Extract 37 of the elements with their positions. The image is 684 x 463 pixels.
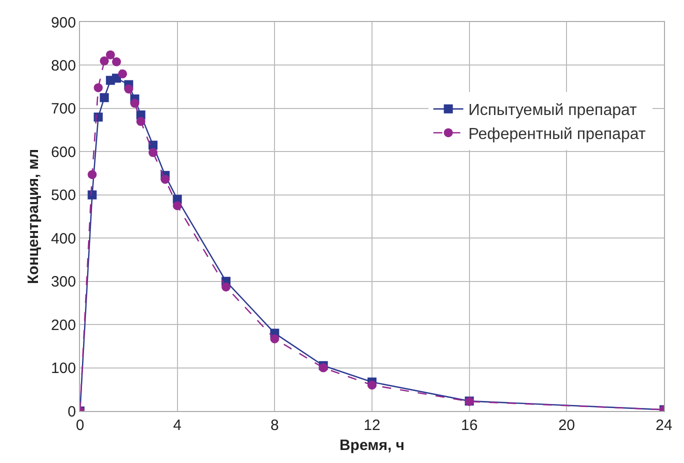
point bbox=[100, 56, 109, 66]
y-tick-label: 400 bbox=[50, 230, 76, 248]
point bbox=[94, 83, 103, 92]
y-tick-label: 700 bbox=[50, 100, 76, 118]
legend-label: Референтный препарат bbox=[468, 126, 646, 143]
y-tick-label: 500 bbox=[50, 187, 76, 204]
x-tick-label: 16 bbox=[460, 417, 478, 434]
point bbox=[148, 148, 158, 158]
y-tick-label: 100 bbox=[50, 360, 76, 378]
x-tick-label: 20 bbox=[558, 417, 576, 434]
x-tick-label: 4 bbox=[173, 417, 182, 434]
y-tick-label: 200 bbox=[50, 316, 76, 334]
y-tick-label: 600 bbox=[50, 144, 76, 161]
x-tick-label: 12 bbox=[364, 417, 380, 434]
point bbox=[172, 201, 182, 210]
y-tick-label: 300 bbox=[50, 274, 76, 291]
point bbox=[124, 84, 134, 94]
legend-label: Испытуемый препарат bbox=[468, 102, 638, 120]
point bbox=[130, 98, 140, 108]
y-tick-label: 800 bbox=[50, 57, 76, 74]
y-tick-label: 900 bbox=[50, 14, 76, 32]
y-axis-title: Концентрация, мл bbox=[25, 148, 42, 284]
x-tick-label: 24 bbox=[656, 417, 672, 434]
x-tick-label: 8 bbox=[270, 417, 279, 434]
x-axis-title: Время, ч bbox=[339, 437, 405, 454]
point bbox=[136, 116, 146, 126]
y-tick-label: 0 bbox=[68, 403, 76, 420]
point bbox=[222, 282, 230, 292]
point bbox=[270, 334, 280, 344]
point bbox=[88, 170, 97, 180]
point bbox=[160, 174, 170, 184]
point bbox=[88, 190, 97, 200]
point bbox=[106, 50, 115, 60]
point bbox=[112, 57, 121, 66]
point bbox=[100, 93, 109, 102]
point bbox=[118, 69, 128, 78]
point bbox=[368, 380, 376, 390]
